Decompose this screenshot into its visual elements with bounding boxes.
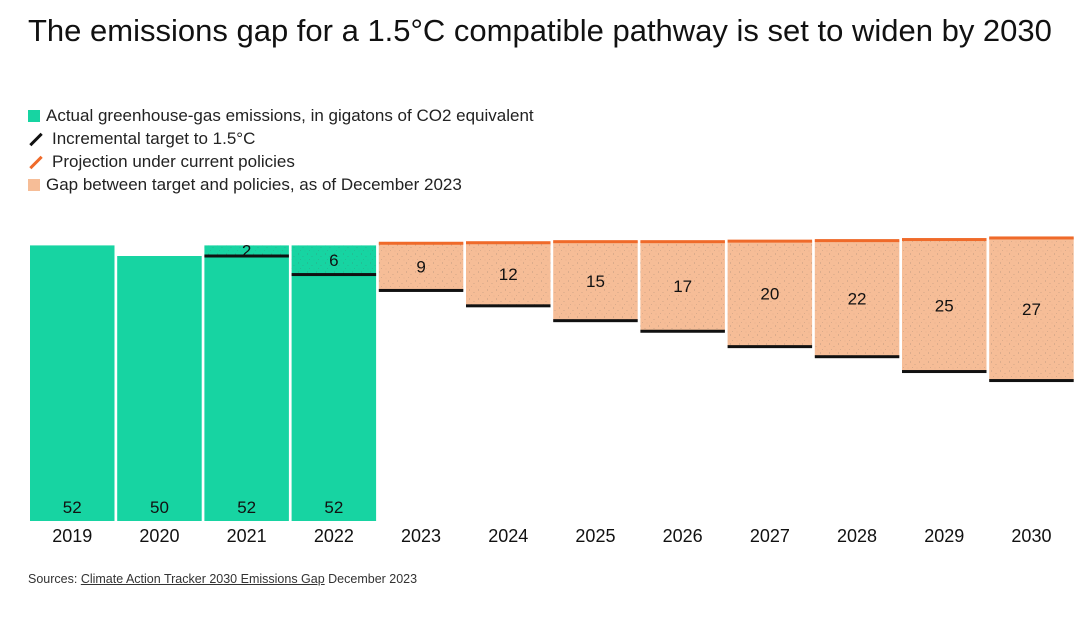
- gap-texture-2024: [466, 242, 551, 306]
- target-line-2021: [204, 254, 289, 258]
- x-tick-label-2028: 2028: [837, 526, 877, 546]
- gap-texture-2022: [291, 245, 377, 275]
- gap-value-label-2026: 17: [673, 277, 692, 296]
- gap-texture-2023: [378, 242, 464, 291]
- legend-target: Incremental target to 1.5°C: [28, 127, 534, 150]
- legend-projection-label: Projection under current policies: [52, 151, 295, 171]
- x-tick-label-2019: 2019: [52, 526, 92, 546]
- bar-value-label-2019: 52: [63, 498, 82, 517]
- x-tick-label-2027: 2027: [750, 526, 790, 546]
- actual-bar-2022: [291, 245, 377, 521]
- projection-line-2024: [466, 241, 551, 245]
- legend-actual-label: Actual greenhouse-gas emissions, in giga…: [46, 105, 534, 125]
- gap-value-label-2022: 6: [329, 251, 338, 270]
- x-tick-label-2025: 2025: [575, 526, 615, 546]
- projection-line-2029: [902, 238, 987, 242]
- legend-target-line-icon: [28, 133, 44, 145]
- gap-value-label-2024: 12: [499, 265, 518, 284]
- projection-line-2023: [378, 241, 464, 245]
- legend-gap-swatch: [28, 178, 40, 191]
- actual-bar-2019: [30, 245, 115, 521]
- x-tick-label-2024: 2024: [488, 526, 528, 546]
- target-line-2028: [814, 355, 900, 359]
- legend-target-label: Incremental target to 1.5°C: [52, 128, 256, 148]
- bar-value-label-2020: 50: [150, 498, 169, 517]
- gap-value-label-2023: 9: [416, 258, 425, 277]
- legend-projection: Projection under current policies: [28, 150, 534, 173]
- bar-value-label-2021: 52: [237, 498, 256, 517]
- x-tick-label-2023: 2023: [401, 526, 441, 546]
- gap-value-label-2021: 2: [242, 242, 251, 261]
- legend-gap-label: Gap between target and policies, as of D…: [46, 174, 462, 194]
- projection-line-2025: [553, 240, 638, 244]
- x-tick-label-2030: 2030: [1011, 526, 1051, 546]
- projection-line-2030: [989, 236, 1074, 240]
- target-line-2029: [902, 370, 987, 374]
- target-line-2023: [378, 288, 464, 292]
- projection-line-2028: [814, 239, 900, 243]
- actual-bar-2020: [117, 256, 202, 521]
- gap-value-label-2028: 22: [848, 289, 867, 308]
- labels-layer: 5220195020205222021526202292023122024152…: [52, 242, 1051, 546]
- legend-gap: Gap between target and policies, as of D…: [28, 173, 534, 196]
- x-tick-label-2020: 2020: [139, 526, 179, 546]
- gap-value-label-2030: 27: [1022, 300, 1041, 319]
- legend: Actual greenhouse-gas emissions, in giga…: [28, 104, 534, 196]
- target-line-2026: [640, 329, 725, 333]
- source-link[interactable]: Climate Action Tracker 2030 Emissions Ga…: [80, 572, 325, 586]
- gap-value-label-2029: 25: [935, 296, 954, 315]
- gap-value-label-2027: 20: [760, 285, 779, 304]
- projection-line-2027: [727, 239, 813, 243]
- target-line-2025: [553, 319, 638, 323]
- x-tick-label-2021: 2021: [227, 526, 267, 546]
- source-note: Sources: Climate Action Tracker 2030 Emi…: [28, 572, 417, 586]
- target-line-2024: [466, 304, 551, 308]
- gap-texture-2029: [902, 239, 987, 372]
- gap-texture-2025: [553, 241, 638, 321]
- gap-texture-2026: [640, 241, 725, 332]
- x-tick-label-2022: 2022: [314, 526, 354, 546]
- source-prefix: Sources:: [28, 572, 81, 586]
- target-line-2022: [291, 273, 377, 277]
- chart-title: The emissions gap for a 1.5°C compatible…: [28, 13, 1052, 48]
- gap-value-label-2025: 15: [586, 272, 605, 291]
- gap-texture-2030: [989, 237, 1074, 381]
- gap-texture-2027: [727, 240, 813, 347]
- projection-line-2026: [640, 240, 725, 244]
- x-tick-label-2029: 2029: [924, 526, 964, 546]
- bar-value-label-2022: 52: [324, 498, 343, 517]
- legend-actual-swatch: [28, 109, 40, 122]
- gap-texture-2021: [204, 245, 289, 256]
- target-line-2027: [727, 345, 813, 349]
- legend-actual: Actual greenhouse-gas emissions, in giga…: [28, 104, 534, 127]
- x-tick-label-2026: 2026: [663, 526, 703, 546]
- legend-projection-line-icon: [28, 156, 44, 168]
- gap-texture-2028: [814, 240, 900, 357]
- emissions-chart: 5220195020205222021526202292023122024152…: [30, 236, 1074, 546]
- target-line-2030: [989, 379, 1074, 383]
- actual-bar-2021: [204, 245, 289, 521]
- bars-layer: [30, 236, 1074, 521]
- source-suffix: December 2023: [324, 572, 418, 586]
